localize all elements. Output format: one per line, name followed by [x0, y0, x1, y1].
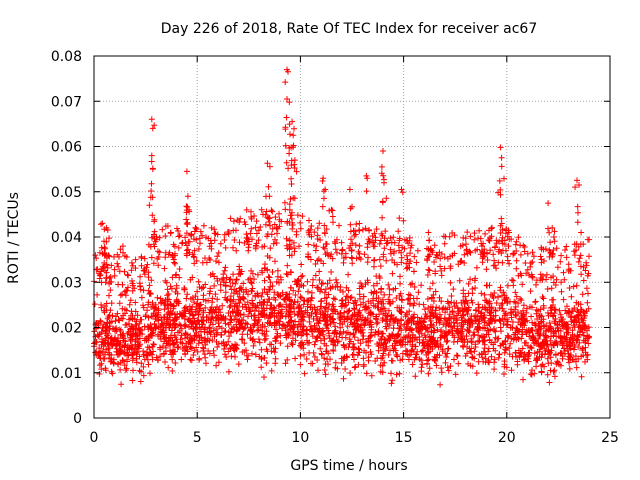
y-axis-label: ROTI / TECUs	[6, 192, 22, 284]
chart-title: Day 226 of 2018, Rate Of TEC Index for r…	[161, 21, 537, 37]
y-tick-label: 0.01	[51, 366, 82, 382]
y-tick-label: 0.03	[51, 275, 82, 291]
x-tick-label: 0	[90, 430, 99, 446]
y-tick-label: 0	[73, 411, 82, 427]
y-tick-label: 0.07	[51, 94, 82, 110]
y-tick-label: 0.02	[51, 321, 82, 337]
y-tick-label: 0.06	[51, 140, 82, 156]
x-axis-label: GPS time / hours	[290, 458, 407, 474]
x-tick-label: 25	[601, 430, 619, 446]
x-tick-label: 15	[395, 430, 413, 446]
data-points	[91, 66, 593, 388]
axis-ticks: 0 5 10 15 20 25 0 0.01 0.02 0.03 0.04 0.05 0.06 0.07 0…	[51, 49, 619, 446]
x-tick-label: 5	[193, 430, 202, 446]
y-tick-label: 0.04	[51, 230, 82, 246]
roti-series-markers	[91, 66, 593, 388]
x-tick-label: 20	[498, 430, 516, 446]
y-tick-label: 0.05	[51, 185, 82, 201]
x-tick-label: 10	[291, 430, 309, 446]
y-tick-label: 0.08	[51, 49, 82, 65]
